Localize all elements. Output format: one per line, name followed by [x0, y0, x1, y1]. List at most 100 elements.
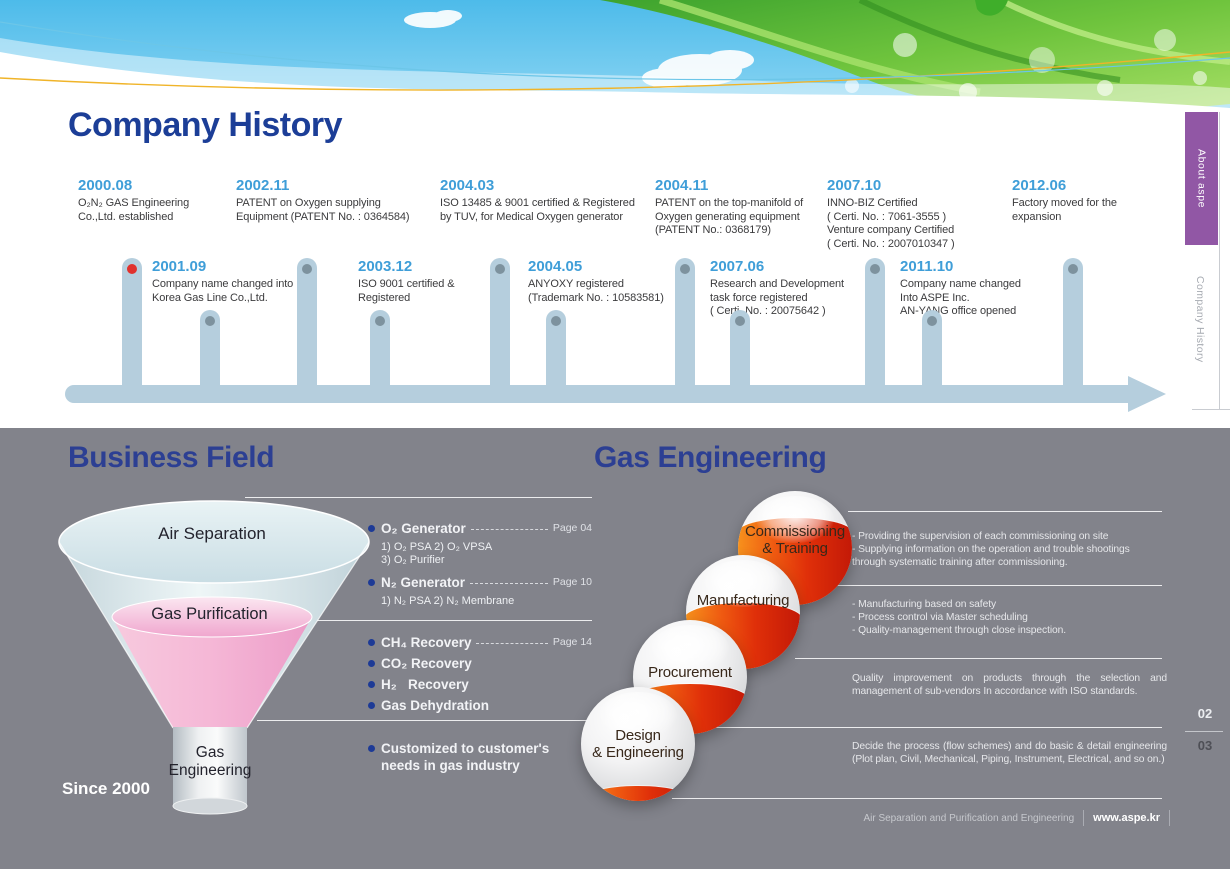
page-title: Company History: [68, 106, 343, 144]
business-funnel: [58, 500, 370, 815]
page-number-divider: [1185, 731, 1223, 732]
funnel-label-gas-engineering: Gas Engineering: [168, 744, 252, 779]
timeline-dot: [495, 264, 505, 274]
bullet-icon: [368, 525, 375, 532]
timeline-stem: [546, 310, 566, 395]
bullet-label: H₂ Recovery: [381, 677, 469, 692]
stage-label: Manufacturing: [696, 592, 790, 609]
stage-label: Commissioning & Training: [745, 523, 845, 557]
since-label: Since 2000: [62, 779, 150, 798]
sidebar-section-label: Company History: [1194, 276, 1206, 363]
bullet-icon: [368, 745, 375, 752]
funnel-pink-cone: [112, 617, 312, 728]
stage-label: Procurement: [648, 664, 732, 681]
bullet-icon: [368, 579, 375, 586]
event-date: 2011.10: [900, 258, 954, 275]
footer-website-link[interactable]: www.aspe.kr: [1093, 812, 1160, 824]
event-date: 2004.05: [528, 258, 583, 275]
product-group-recovery: CH₄ Recovery Page 14 CO₂ Recovery H₂ Rec…: [368, 634, 592, 718]
product-group-generators: O₂ Generator Page 04 1) O₂ PSA 2) O₂ VPS…: [368, 520, 592, 615]
connector-line: [313, 620, 592, 621]
timeline-stem: [370, 310, 390, 395]
yellow-curve: [0, 51, 1230, 91]
connector-line: [700, 727, 1162, 728]
bullet-item: O₂ Generator Page 04: [368, 520, 592, 537]
event-2007-06: 2007.06 Research and Development task fo…: [710, 258, 844, 319]
event-text: ANYOXY registered (Trademark No. : 10583…: [528, 278, 664, 304]
timeline-dot: [927, 316, 937, 326]
timeline-dot: [551, 316, 561, 326]
footer: Air Separation and Purification and Engi…: [0, 810, 1170, 826]
footer-divider: [1083, 810, 1085, 826]
connector-line: [800, 585, 1162, 586]
bullet-icon: [368, 681, 375, 688]
bullet-label: O₂ Generator: [381, 521, 466, 536]
event-2001-09: 2001.09 Company name changed into Korea …: [152, 258, 293, 305]
page-ref: Page 14: [552, 636, 592, 648]
bullet-icon: [368, 639, 375, 646]
page-ref: Page 10: [552, 576, 592, 588]
timeline-dot: [735, 316, 745, 326]
bullet-icon: [368, 660, 375, 667]
footer-divider: [1169, 810, 1170, 826]
timeline-dot: [302, 264, 312, 274]
event-date: 2004.03: [440, 177, 495, 194]
event-2004-03: 2004.03 ISO 13485 & 9001 certified & Reg…: [440, 177, 635, 224]
event-date: 2002.11: [236, 177, 290, 194]
event-2000-08: 2000.08 O₂N₂ GAS Engineering Co.,Ltd. es…: [78, 177, 189, 224]
event-text: ISO 13485 & 9001 certified & Registered …: [440, 197, 635, 223]
timeline-arrow-icon: [1128, 376, 1166, 412]
event-date: 2007.10: [827, 177, 882, 194]
funnel-pink-rim: [111, 596, 313, 638]
connector-line: [795, 658, 1162, 659]
event-text: INNO-BIZ Certified ( Certi. No. : 7061-3…: [827, 197, 955, 250]
bullet-label: CO₂ Recovery: [381, 656, 472, 671]
timeline-dot: [680, 264, 690, 274]
bullet-item: Gas Dehydration: [368, 697, 592, 714]
page-number-next: 03: [1197, 738, 1213, 753]
bullet-item: H₂ Recovery: [368, 676, 592, 693]
timeline-dot: [375, 316, 385, 326]
timeline-stem: [730, 310, 750, 395]
section-title-gas-engineering: Gas Engineering: [594, 441, 827, 474]
bullet-label: Customized to customer's needs in gas in…: [381, 741, 550, 773]
event-date: 2001.09: [152, 258, 207, 275]
funnel-stem-base: [172, 797, 248, 815]
bullet-item: CO₂ Recovery: [368, 655, 592, 672]
bullet-label: CH₄ Recovery: [381, 635, 472, 650]
timeline-stem: [922, 310, 942, 395]
timeline-stem: [490, 258, 510, 395]
funnel-label-gas-purification: Gas Purification: [151, 605, 268, 623]
event-2003-12: 2003.12 ISO 9001 certified & Registered: [358, 258, 455, 305]
stage-desc-commissioning: - Providing the supervision of each comm…: [852, 531, 1130, 568]
event-2007-10: 2007.10 INNO-BIZ Certified ( Certi. No. …: [827, 177, 955, 251]
event-text: ISO 9001 certified & Registered: [358, 278, 455, 304]
bullet-icon: [368, 702, 375, 709]
event-text: O₂N₂ GAS Engineering Co.,Ltd. establishe…: [78, 197, 190, 223]
cloud: [404, 10, 754, 88]
timeline-stem: [122, 258, 142, 395]
tab-about-aspe[interactable]: About aspe: [1185, 112, 1218, 245]
bullet-item: CH₄ Recovery Page 14: [368, 634, 592, 651]
sidebar-divider-bottom: [1192, 409, 1230, 410]
event-date: 2007.06: [710, 258, 765, 275]
event-date: 2003.12: [358, 258, 413, 275]
sphere-gloss: [651, 624, 729, 673]
tab-label: About aspe: [1195, 148, 1208, 209]
event-text: PATENT on Oxygen supplying Equipment (PA…: [236, 197, 410, 223]
product-group-custom: Customized to customer's needs in gas in…: [368, 740, 592, 778]
timeline-stem: [297, 258, 317, 395]
sphere-fill: [581, 785, 695, 801]
bullet-label: N₂ Generator: [381, 575, 466, 590]
page-number-current: 02: [1197, 706, 1213, 721]
funnel-stem: [173, 727, 247, 806]
event-text: Company name changed Into ASPE Inc. AN-Y…: [900, 278, 1021, 317]
footer-tagline: Air Separation and Purification and Engi…: [863, 812, 1075, 824]
leaf: [975, 0, 1008, 16]
event-text: Factory moved for the expansion: [1012, 197, 1117, 223]
timeline-stem: [1063, 258, 1083, 395]
sphere-gloss: [756, 495, 834, 544]
event-date: 2000.08: [78, 177, 133, 194]
timeline-dot: [870, 264, 880, 274]
stage-label: Design & Engineering: [592, 727, 684, 761]
